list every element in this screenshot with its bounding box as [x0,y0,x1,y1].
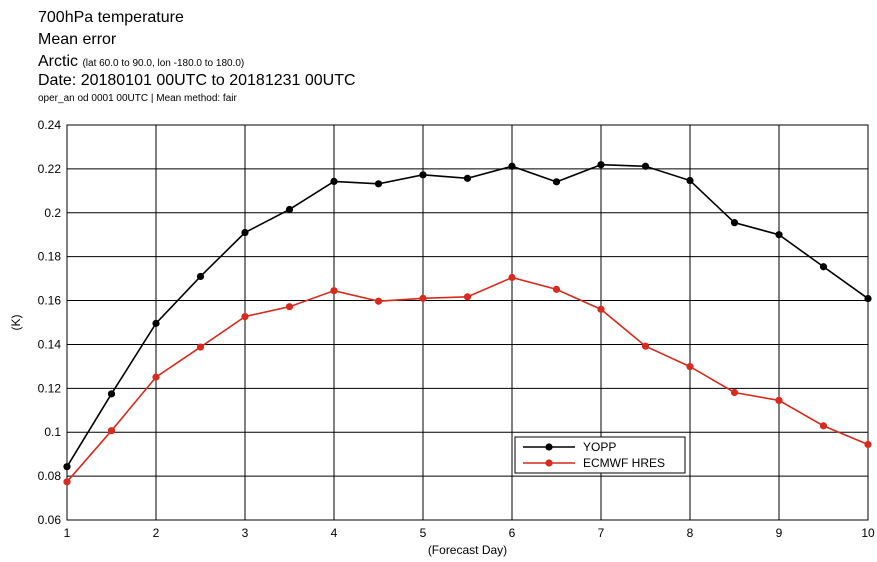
x-axis-label: (Forecast Day) [428,543,507,557]
y-axis-label: (K) [9,315,23,331]
date-range: Date: 20180101 00UTC to 20181231 00UTC [38,72,356,89]
yopp-point [419,171,427,179]
ecmwf-hres-point [107,427,116,435]
ecmwf-hres-point [508,273,516,282]
yopp-point [552,178,561,186]
ecmwf-hres-point [552,285,561,293]
grid-lines [66,124,869,521]
ecmwf-hres-point [285,303,294,311]
region-detail: (lat 60.0 to 90.0, lon -180.0 to 180.0) [82,58,245,69]
y-tick-label: 0.2 [44,206,61,220]
x-tick-label: 4 [331,526,338,540]
legend-yopp-label: YOPP [583,440,616,454]
yopp-point [285,205,294,214]
ecmwf-hres-point [597,305,605,313]
ecmwf-hres-point [374,297,383,305]
x-tick-label: 2 [153,526,160,540]
x-tick-label: 9 [776,526,783,540]
x-tick-label: 10 [861,526,875,540]
yopp-point [107,390,116,398]
yopp-point [819,263,828,271]
ecmwf-hres-point [330,287,338,295]
info-line: oper_an od 0001 00UTC | Mean method: fai… [38,93,237,104]
series-group [63,161,872,486]
yopp-point [775,231,783,239]
yopp-point [463,174,472,182]
ecmwf-hres-point [152,373,160,381]
yopp-point [508,162,516,170]
ecmwf-hres-point [775,396,783,405]
yopp-point [864,294,872,303]
legend-yopp-marker [545,443,553,451]
yopp-point [330,177,338,185]
yopp-point [152,319,160,327]
y-tick-label: 0.16 [38,294,62,308]
y-tick-label: 0.1 [44,425,61,439]
axis-ticks: 1 2 3 4 5 6 7 8 9 10 0.06 0.08 0.1 0.12 0.14 0.16 0.18 0.… [38,118,875,540]
ecmwf-hres-point [419,294,427,302]
legend-ecmwf-hres-marker [545,459,553,467]
y-tick-label: 0.22 [38,162,62,176]
y-tick-label: 0.18 [38,250,62,264]
x-tick-label: 1 [64,526,71,540]
y-tick-label: 0.08 [38,469,62,483]
yopp-point [241,228,249,237]
yopp-point [686,176,694,185]
yopp-point [196,272,205,281]
chart-subtitle: Mean error [38,31,117,48]
ecmwf-hres-point [819,422,828,430]
legend-ecmwf-hres-label: ECMWF HRES [583,456,665,470]
x-tick-label: 8 [687,526,694,540]
y-tick-label: 0.24 [38,118,62,132]
legend: YOPP ECMWF HRES [514,436,686,474]
ecmwf-hres-point [63,478,71,486]
chart-title: 700hPa temperature [38,9,184,26]
ecmwf-hres-point [730,388,739,397]
yopp-point [641,162,650,170]
region-line: Arctic (lat 60.0 to 90.0, lon -180.0 to … [38,53,244,71]
ecmwf-hres-point [641,342,650,350]
ecmwf-hres-line [66,276,869,483]
yopp-point [63,463,71,471]
y-tick-label: 0.14 [38,337,62,351]
x-tick-label: 7 [598,526,605,540]
legend-box [514,436,686,474]
yopp-point [730,219,739,227]
x-tick-label: 5 [420,526,427,540]
region-name: Arctic [38,53,78,70]
y-tick-label: 0.06 [38,513,62,527]
ecmwf-hres-point [196,343,205,351]
ecmwf-hres-point [241,312,249,321]
ecmwf-hres-point [686,363,694,371]
plot-frame [66,124,869,521]
yopp-point [597,161,605,169]
ecmwf-hres-point [864,440,872,449]
yopp-line [66,163,869,468]
yopp-point [374,180,383,188]
x-tick-label: 6 [509,526,516,540]
x-tick-label: 3 [242,526,249,540]
y-tick-label: 0.12 [38,381,62,395]
ecmwf-hres-point [463,293,472,301]
